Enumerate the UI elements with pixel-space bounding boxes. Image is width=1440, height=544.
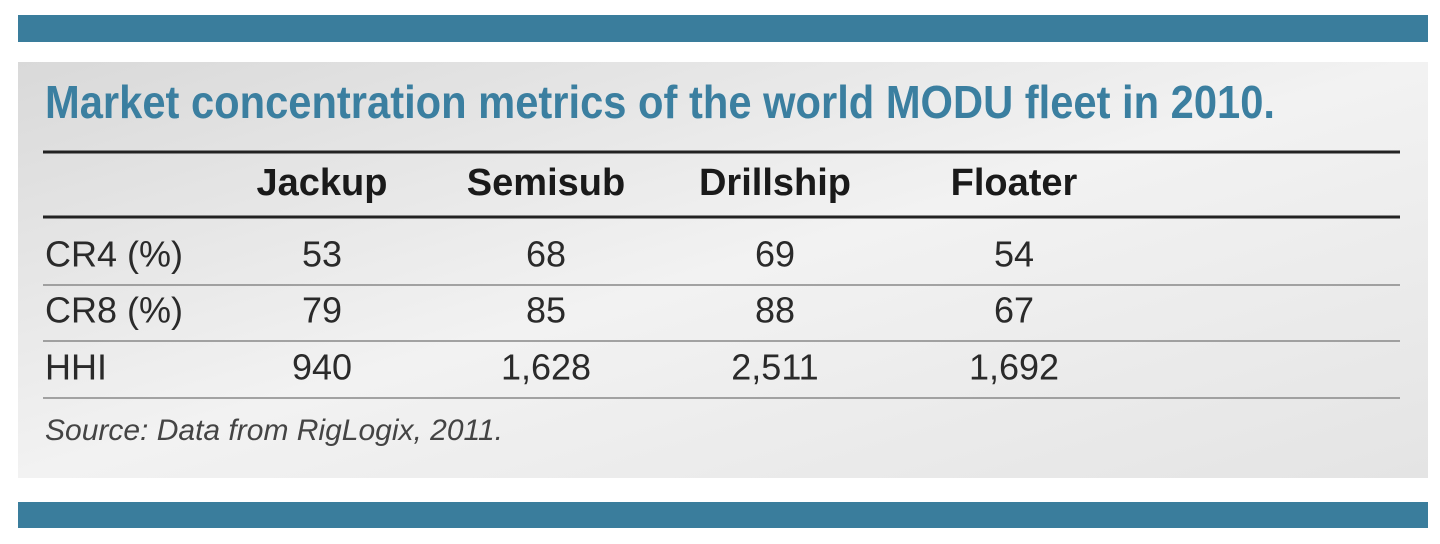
cell-value: 53 <box>302 234 342 275</box>
column-header: Jackup <box>257 162 388 204</box>
cell-value: 2,511 <box>731 347 818 388</box>
cell-value: 88 <box>755 290 795 331</box>
cell-value: 54 <box>994 234 1034 275</box>
cell-value: 85 <box>526 290 566 331</box>
source-note: Source: Data from RigLogix, 2011. <box>45 414 503 447</box>
top-bar <box>18 15 1428 42</box>
cell-value: 1,628 <box>501 347 591 388</box>
cell-value: 69 <box>755 234 795 275</box>
row-label: CR8 (%) <box>45 290 183 331</box>
cell-value: 67 <box>994 290 1034 331</box>
row-label: CR4 (%) <box>45 234 183 275</box>
cell-value: 940 <box>292 347 352 388</box>
column-header: Floater <box>951 162 1078 204</box>
cell-value: 1,692 <box>969 347 1059 388</box>
column-header: Semisub <box>467 162 625 204</box>
panel <box>18 62 1428 478</box>
cell-value: 68 <box>526 234 566 275</box>
bottom-bar <box>18 502 1428 528</box>
table-title: Market concentration metrics of the worl… <box>45 76 1275 128</box>
cell-value: 79 <box>302 290 342 331</box>
row-label: HHI <box>45 347 107 388</box>
column-header: Drillship <box>699 162 851 204</box>
